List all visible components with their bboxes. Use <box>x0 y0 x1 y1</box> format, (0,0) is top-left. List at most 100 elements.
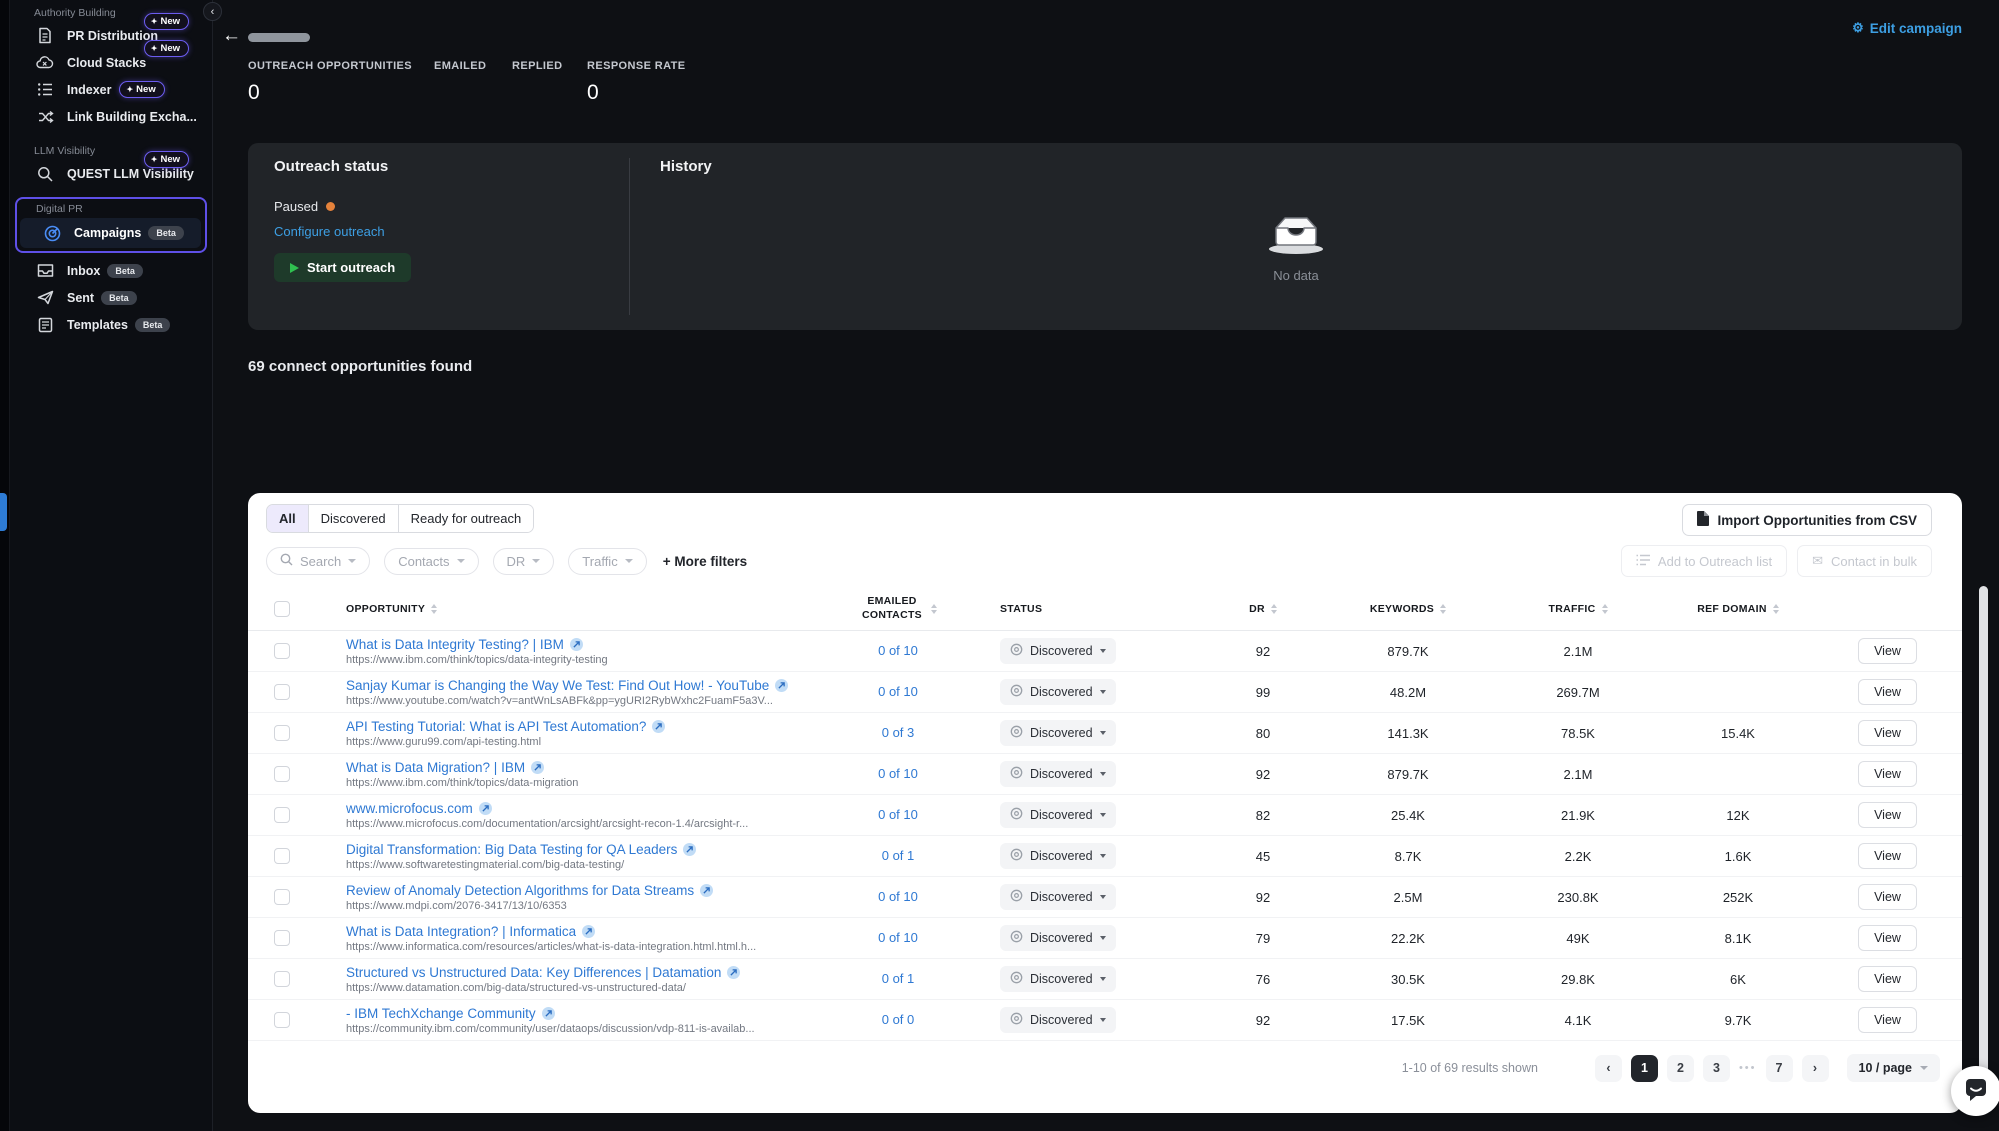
emailed-contacts-link[interactable]: 0 of 3 <box>881 725 915 740</box>
sidebar-item-quest-llm-visibility[interactable]: ✦ New QUEST LLM Visibility <box>10 151 212 187</box>
column-header-keywords[interactable]: KEYWORDS <box>1323 603 1493 615</box>
tab-discovered[interactable]: Discovered <box>308 505 399 532</box>
view-button[interactable]: View <box>1858 966 1917 992</box>
status-dropdown[interactable]: Discovered <box>1000 966 1116 992</box>
start-outreach-button[interactable]: Start outreach <box>274 253 412 282</box>
external-link-icon[interactable] <box>582 924 596 938</box>
sidebar-item-sent[interactable]: Sent Beta <box>10 284 212 311</box>
row-checkbox[interactable] <box>274 807 290 823</box>
traffic-filter[interactable]: Traffic <box>568 547 647 575</box>
sidebar-item-cloud-stacks[interactable]: ✦ New Cloud Stacks <box>10 40 212 76</box>
status-dropdown[interactable]: Discovered <box>1000 1007 1116 1033</box>
sort-icon[interactable] <box>931 603 937 614</box>
dr-filter[interactable]: DR <box>492 547 555 575</box>
configure-outreach-link[interactable]: Configure outreach <box>274 224 385 239</box>
emailed-contacts-link[interactable]: 0 of 10 <box>878 684 918 699</box>
external-link-icon[interactable] <box>531 760 545 774</box>
emailed-contacts-link[interactable]: 0 of 10 <box>878 807 918 822</box>
status-dropdown[interactable]: Discovered <box>1000 679 1116 705</box>
opportunity-link[interactable]: API Testing Tutorial: What is API Test A… <box>346 718 647 734</box>
chat-launcher-button[interactable] <box>1951 1066 1999 1116</box>
sidebar-item-inbox[interactable]: Inbox Beta <box>10 257 212 284</box>
status-dropdown[interactable]: Discovered <box>1000 925 1116 951</box>
emailed-contacts-link[interactable]: 0 of 1 <box>881 848 915 863</box>
row-checkbox[interactable] <box>274 930 290 946</box>
emailed-contacts-link[interactable]: 0 of 10 <box>878 930 918 945</box>
contacts-filter[interactable]: Contacts <box>384 547 479 575</box>
row-checkbox[interactable] <box>274 848 290 864</box>
opportunity-link[interactable]: What is Data Integration? | Informatica <box>346 923 577 939</box>
row-checkbox[interactable] <box>274 1012 290 1028</box>
view-button[interactable]: View <box>1858 802 1917 828</box>
view-button[interactable]: View <box>1858 638 1917 664</box>
page-ellipsis[interactable]: ••• <box>1738 1062 1757 1074</box>
sidebar-item-pr-distribution[interactable]: ✦ New PR Distribution <box>10 13 212 49</box>
view-button[interactable]: View <box>1858 679 1917 705</box>
sidebar-collapse-button[interactable]: ‹ <box>203 2 222 21</box>
view-button[interactable]: View <box>1858 1007 1917 1033</box>
external-link-icon[interactable] <box>541 1006 555 1020</box>
opportunity-link[interactable]: Digital Transformation: Big Data Testing… <box>346 841 678 857</box>
sort-icon[interactable] <box>1772 603 1779 614</box>
select-all-checkbox[interactable] <box>274 600 290 617</box>
view-button[interactable]: View <box>1858 720 1917 746</box>
sidebar-item-campaigns[interactable]: Campaigns Beta <box>20 218 201 248</box>
external-link-icon[interactable] <box>569 637 583 651</box>
external-link-icon[interactable] <box>727 965 741 979</box>
opportunity-link[interactable]: www.microfocus.com <box>346 800 473 816</box>
vertical-scrollbar[interactable] <box>1979 586 1988 1113</box>
sort-icon[interactable] <box>1440 603 1447 614</box>
row-checkbox[interactable] <box>274 971 290 987</box>
column-header-dr[interactable]: DR <box>1203 603 1323 615</box>
opportunity-link[interactable]: - IBM TechXchange Community <box>346 1005 536 1021</box>
next-page-button[interactable]: › <box>1801 1054 1829 1082</box>
column-header-emailed-contacts[interactable]: EMAILED CONTACTS <box>833 595 963 622</box>
status-dropdown[interactable]: Discovered <box>1000 638 1116 664</box>
page-button-1[interactable]: 1 <box>1630 1054 1658 1082</box>
status-dropdown[interactable]: Discovered <box>1000 802 1116 828</box>
column-header-opportunity[interactable]: OPPORTUNITY <box>318 603 833 615</box>
emailed-contacts-link[interactable]: 0 of 0 <box>881 1012 915 1027</box>
sort-icon[interactable] <box>1270 603 1277 614</box>
status-dropdown[interactable]: Discovered <box>1000 761 1116 787</box>
sort-icon[interactable] <box>1601 603 1608 614</box>
external-link-icon[interactable] <box>700 883 714 897</box>
emailed-contacts-link[interactable]: 0 of 10 <box>878 766 918 781</box>
emailed-contacts-link[interactable]: 0 of 1 <box>881 971 915 986</box>
sort-icon[interactable] <box>431 603 438 614</box>
external-link-icon[interactable] <box>683 842 697 856</box>
emailed-contacts-link[interactable]: 0 of 10 <box>878 889 918 904</box>
page-button-7[interactable]: 7 <box>1765 1054 1793 1082</box>
sidebar-item-link-building-exchange[interactable]: Link Building Excha... <box>10 103 212 130</box>
column-header-ref-domain[interactable]: REF DOMAIN <box>1663 603 1813 615</box>
column-header-traffic[interactable]: TRAFFIC <box>1493 603 1663 615</box>
view-button[interactable]: View <box>1858 843 1917 869</box>
page-button-3[interactable]: 3 <box>1702 1054 1730 1082</box>
opportunity-link[interactable]: Sanjay Kumar is Changing the Way We Test… <box>346 677 770 693</box>
external-link-icon[interactable] <box>652 719 666 733</box>
row-checkbox[interactable] <box>274 766 290 782</box>
view-button[interactable]: View <box>1858 761 1917 787</box>
back-button[interactable]: ← <box>222 25 241 46</box>
import-csv-button[interactable]: Import Opportunities from CSV <box>1682 504 1932 536</box>
edit-campaign-button[interactable]: ⚙ Edit campaign <box>1852 20 1962 36</box>
status-dropdown[interactable]: Discovered <box>1000 720 1116 746</box>
opportunity-link[interactable]: What is Data Migration? | IBM <box>346 759 526 775</box>
add-to-outreach-list-button[interactable]: Add to Outreach list <box>1620 545 1788 577</box>
search-filter[interactable]: Search <box>266 547 371 575</box>
tab-ready-for-outreach[interactable]: Ready for outreach <box>398 505 534 532</box>
view-button[interactable]: View <box>1858 884 1917 910</box>
more-filters-button[interactable]: + More filters <box>662 553 748 569</box>
external-link-icon[interactable] <box>775 678 789 692</box>
row-checkbox[interactable] <box>274 889 290 905</box>
page-button-2[interactable]: 2 <box>1666 1054 1694 1082</box>
tab-all[interactable]: All <box>267 505 309 532</box>
status-dropdown[interactable]: Discovered <box>1000 843 1116 869</box>
status-dropdown[interactable]: Discovered <box>1000 884 1116 910</box>
row-checkbox[interactable] <box>274 725 290 741</box>
opportunity-link[interactable]: What is Data Integrity Testing? | IBM <box>346 636 564 652</box>
page-size-select[interactable]: 10 / page <box>1846 1054 1940 1082</box>
view-button[interactable]: View <box>1858 925 1917 951</box>
opportunity-link[interactable]: Review of Anomaly Detection Algorithms f… <box>346 882 695 898</box>
row-checkbox[interactable] <box>274 684 290 700</box>
